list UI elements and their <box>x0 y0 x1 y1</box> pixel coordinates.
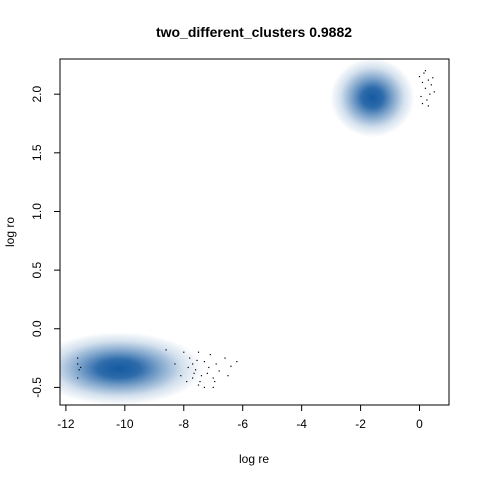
data-point <box>429 93 431 95</box>
x-tick-label: -4 <box>296 417 307 431</box>
data-point <box>420 95 422 98</box>
data-point <box>215 363 217 365</box>
data-point <box>77 377 79 379</box>
data-point <box>424 87 427 89</box>
data-point <box>227 375 229 377</box>
y-tick-label: 1.5 <box>30 144 44 161</box>
x-axis-label: log re <box>239 452 269 466</box>
data-point <box>186 380 188 383</box>
data-point <box>236 361 238 363</box>
data-point <box>426 99 428 101</box>
x-tick-label: 0 <box>416 417 423 431</box>
data-point <box>196 359 198 362</box>
chart-title: two_different_clusters 0.9882 <box>156 24 352 40</box>
density-cloud-2 <box>330 59 415 138</box>
data-point <box>418 75 421 78</box>
data-point <box>212 386 214 389</box>
data-point <box>194 369 197 371</box>
x-axis: -12 -10 -8 -6 -4 -2 0 <box>57 404 423 431</box>
data-point <box>174 363 176 365</box>
data-point <box>424 70 427 72</box>
data-point <box>189 357 191 359</box>
data-point <box>203 361 206 363</box>
data-point <box>180 375 182 377</box>
data-point <box>197 351 200 353</box>
data-point <box>199 380 201 383</box>
data-point <box>193 372 195 374</box>
points-layer <box>77 70 435 389</box>
x-tick-label: -10 <box>116 417 134 431</box>
data-point <box>212 377 214 379</box>
data-point <box>192 377 194 379</box>
data-point <box>209 353 211 356</box>
data-point <box>421 102 424 105</box>
x-tick-label: -6 <box>237 417 248 431</box>
data-point <box>208 366 210 369</box>
y-tick-label: -0.5 <box>30 377 44 398</box>
y-tick-label: 0.5 <box>30 261 44 278</box>
x-tick-label: -2 <box>355 417 366 431</box>
data-point <box>183 351 185 353</box>
data-point <box>427 79 429 81</box>
y-tick-label: 0.0 <box>30 320 44 337</box>
data-point <box>203 386 206 389</box>
data-point <box>192 363 194 365</box>
data-point <box>187 366 189 369</box>
data-point <box>430 84 432 86</box>
y-axis: -0.5 0.0 0.5 1.0 1.5 2.0 <box>30 86 61 398</box>
density-layer <box>60 59 415 405</box>
data-point <box>80 366 82 369</box>
data-point <box>165 349 167 351</box>
y-axis-label: log ro <box>3 217 17 247</box>
y-tick-label: 2.0 <box>30 86 44 103</box>
data-point <box>206 372 208 374</box>
data-point <box>77 357 79 359</box>
x-tick-label: -8 <box>178 417 189 431</box>
data-point <box>427 105 429 107</box>
density-cloud-1 <box>60 332 204 405</box>
data-point <box>423 72 425 74</box>
data-point <box>214 380 216 383</box>
data-point <box>197 384 200 386</box>
data-point <box>200 375 203 377</box>
x-tick-label: -12 <box>57 417 75 431</box>
y-tick-label: 1.0 <box>30 203 44 220</box>
data-point <box>421 81 424 84</box>
data-point <box>432 77 434 79</box>
data-point <box>230 365 232 367</box>
data-point <box>78 369 80 371</box>
data-point <box>218 370 220 372</box>
data-point <box>77 363 79 365</box>
data-point <box>433 91 435 93</box>
data-point <box>224 357 226 359</box>
